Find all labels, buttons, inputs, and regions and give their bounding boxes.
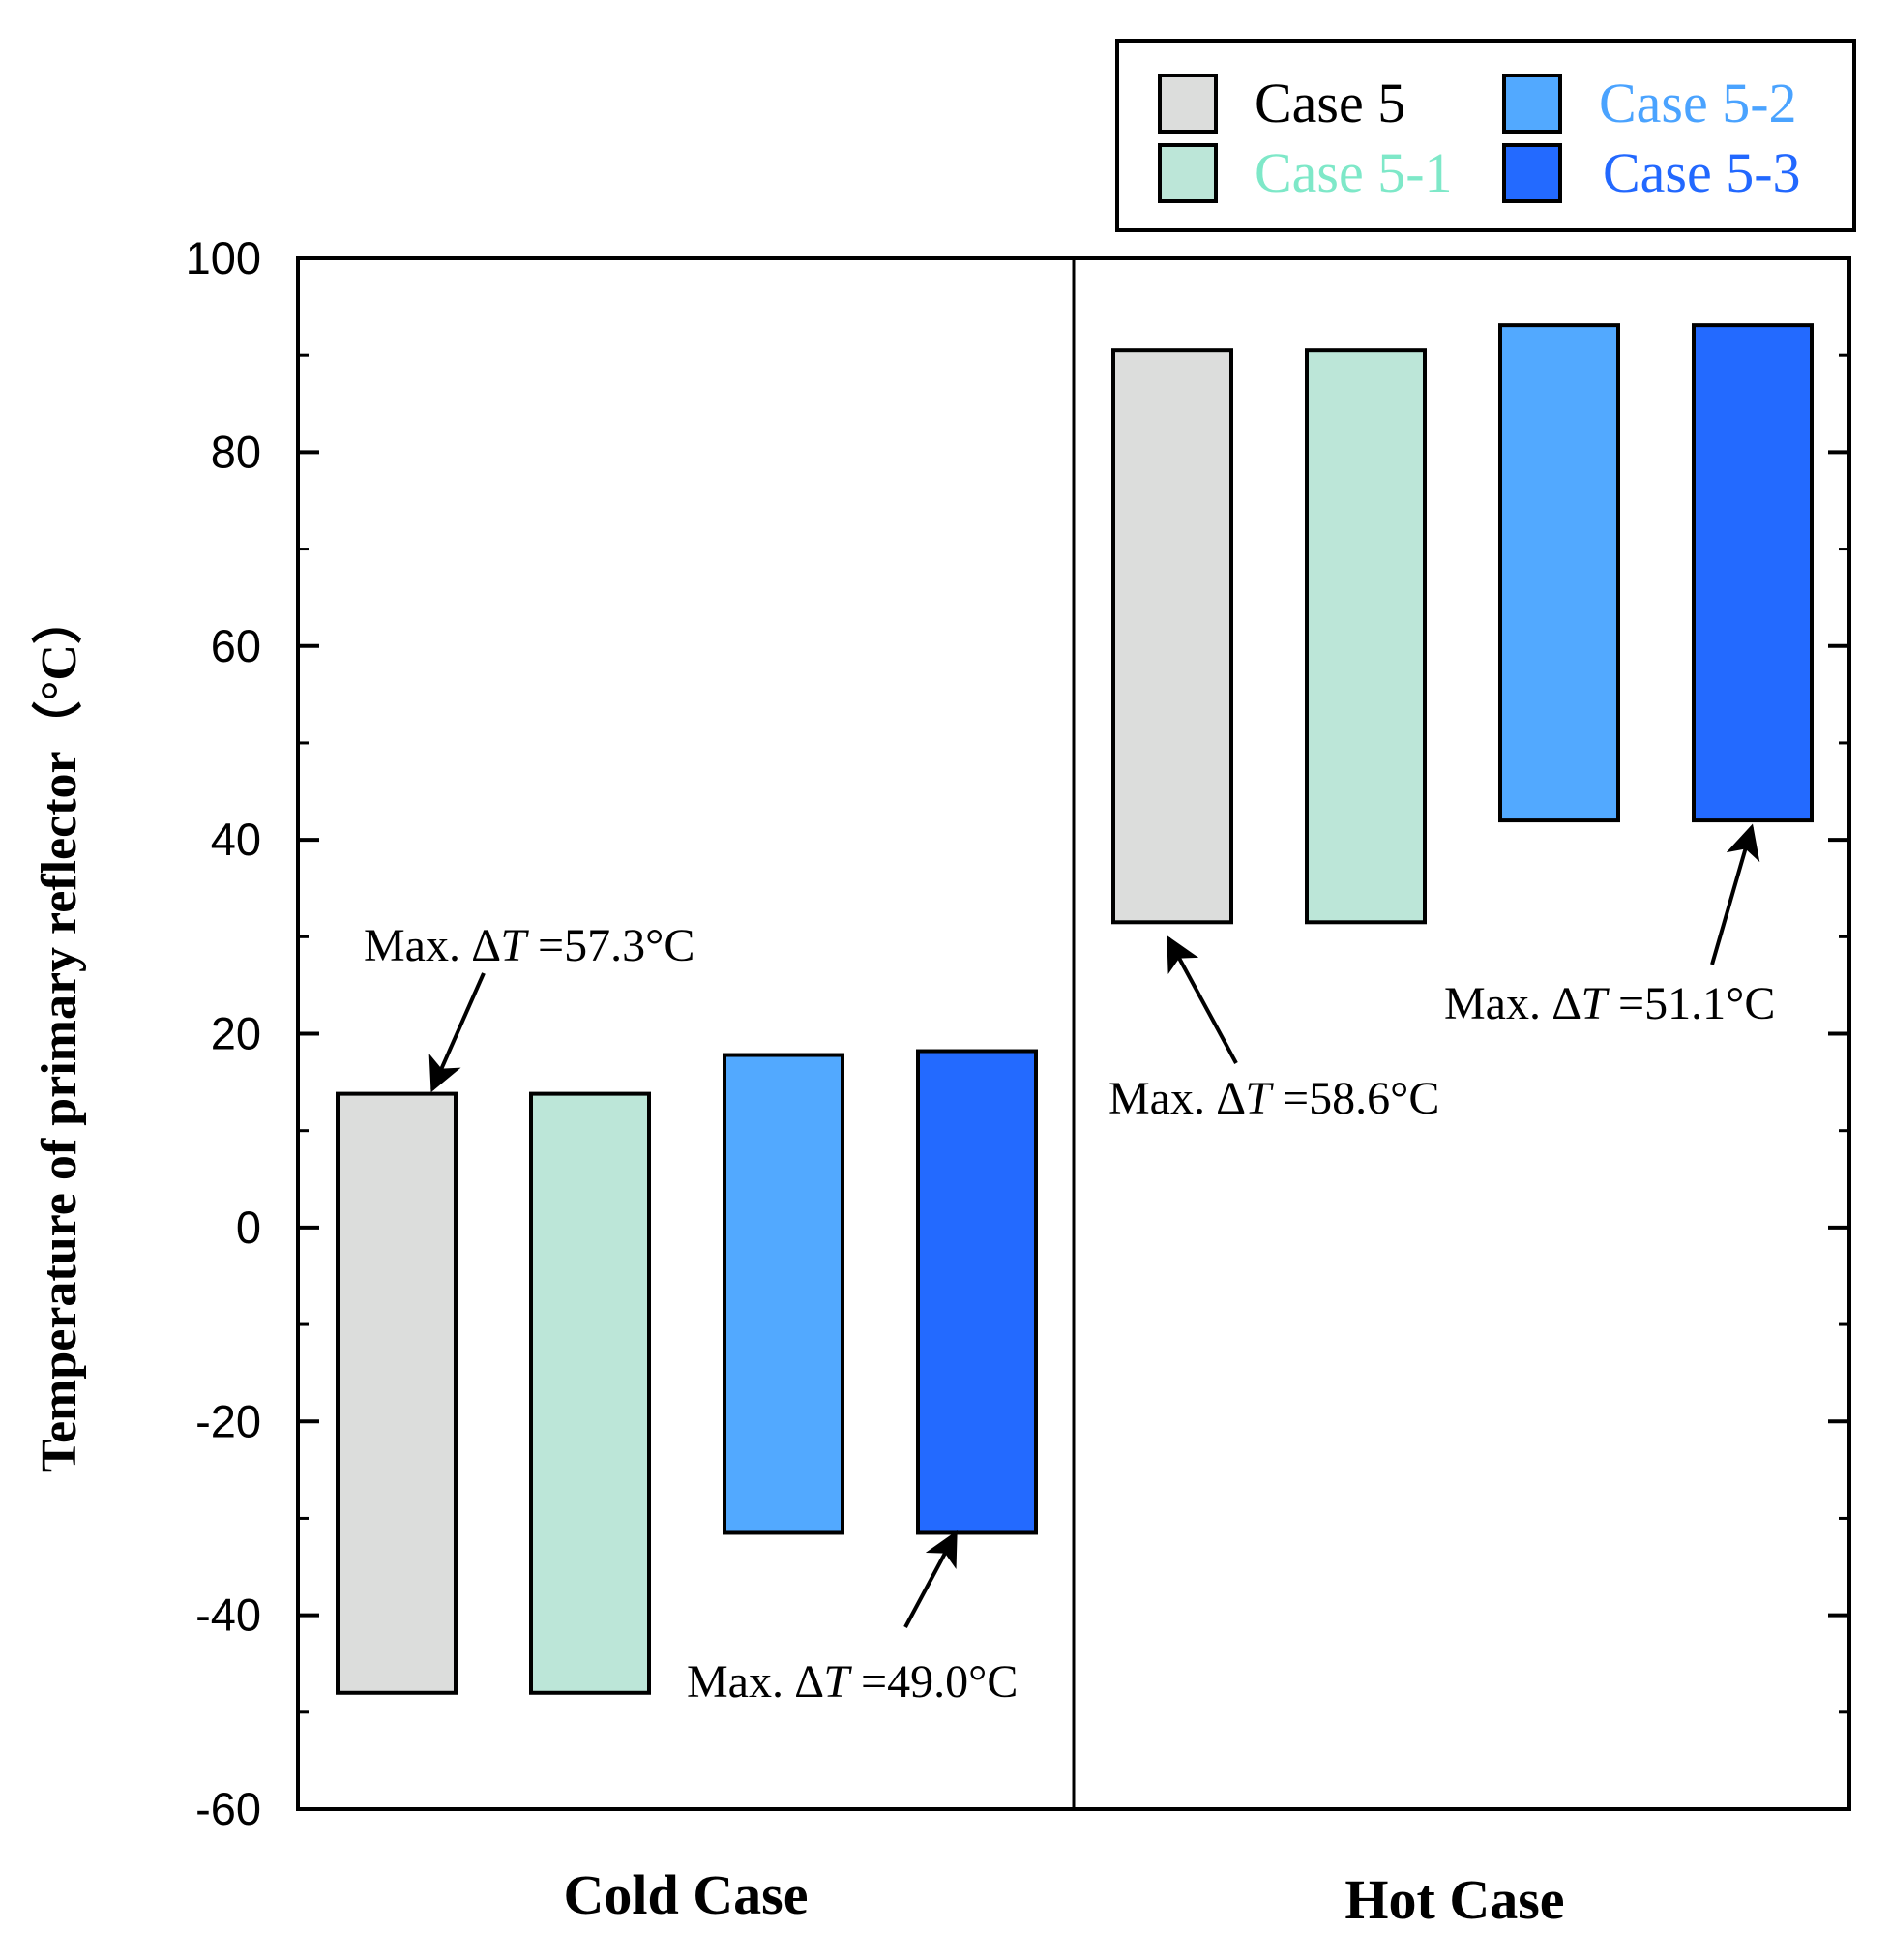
y-tick-label: 20 (211, 1008, 261, 1059)
legend-swatch-case-5-2 (1502, 74, 1562, 134)
legend-label-case-5-1: Case 5-1 (1255, 141, 1453, 204)
y-tick-label: -40 (195, 1589, 261, 1641)
bar-cold-case-case-5-3 (916, 1049, 1038, 1535)
annotation-cold-case5: Max. ∆T =57.3°C (364, 920, 694, 971)
legend-label-case-5: Case 5 (1255, 72, 1405, 134)
bar-hot-case-case-5 (1111, 348, 1233, 925)
annotation-arrow-cold-case5-3 (903, 1529, 958, 1628)
annotation-arrow-cold-case5 (428, 972, 486, 1093)
bar-hot-case-case-5-2 (1498, 323, 1620, 823)
annotations: Max. ∆T =57.3°C Max. ∆T =49.0°C Max. ∆T … (364, 823, 1775, 1708)
annotation-hot-case5-3: Max. ∆T =51.1°C (1444, 978, 1775, 1029)
bar-cold-case-case-5-2 (723, 1053, 844, 1535)
legend-swatch-case-5-3 (1502, 143, 1562, 203)
y-tick-label: 0 (236, 1202, 261, 1253)
bar-cold-case-case-5 (336, 1091, 458, 1695)
bar-hot-case-case-5-1 (1305, 348, 1427, 925)
legend-swatch-case-5 (1158, 74, 1218, 134)
annotation-arrow-hot-case5 (1167, 935, 1238, 1064)
y-tick-label: 100 (186, 232, 261, 283)
bar-cold-case-case-5-1 (529, 1091, 651, 1695)
group-label-cold-case: Cold Case (564, 1863, 809, 1926)
annotation-cold-case5-3: Max. ∆T =49.0°C (687, 1656, 1018, 1708)
y-tick-label: -60 (195, 1783, 261, 1834)
annotation-arrow-hot-case5-3 (1710, 823, 1760, 965)
legend-label-case-5-3: Case 5-3 (1603, 141, 1801, 204)
legend: Case 5 Case 5-1 Case 5-2 Case 5-3 (1115, 39, 1856, 232)
y-tick-label: 80 (211, 426, 261, 477)
legend-box (1115, 39, 1856, 232)
y-axis-ticks: -60 -40 -20 0 20 40 60 80 100 (186, 232, 1849, 1834)
annotation-hot-case5: Max. ∆T =58.6°C (1108, 1073, 1439, 1124)
y-tick-label: 60 (211, 620, 261, 671)
y-tick-label: 40 (211, 814, 261, 865)
legend-swatch-case-5-1 (1158, 143, 1218, 203)
bar-hot-case-case-5-3 (1692, 323, 1814, 823)
y-axis-title: Temperature of primary reflector（°C） (31, 594, 87, 1472)
y-tick-label: -20 (195, 1395, 261, 1446)
legend-label-case-5-2: Case 5-2 (1599, 72, 1797, 134)
plot-area: -60 -40 -20 0 20 40 60 80 100 (186, 232, 1851, 1834)
bars (336, 323, 1814, 1695)
group-label-hot-case: Hot Case (1344, 1868, 1564, 1931)
